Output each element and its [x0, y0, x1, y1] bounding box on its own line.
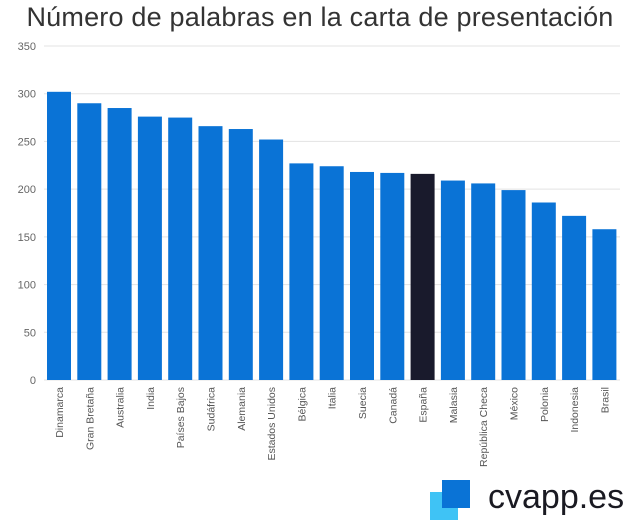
bar [592, 229, 617, 380]
bar [107, 108, 132, 381]
bar [168, 117, 193, 381]
x-tick-label: Dinamarca [54, 387, 66, 438]
bar [319, 166, 344, 380]
bar [228, 129, 253, 380]
x-tick-label: Brasil [599, 387, 611, 413]
x-tick-label: Indonesia [569, 387, 581, 433]
x-tick-label: Malasia [448, 387, 460, 423]
x-tick-label: España [418, 387, 430, 423]
x-tick-label: Países Bajos [175, 387, 187, 448]
x-tick-label: Bélgica [296, 387, 308, 422]
brand-name: cvapp.es [488, 478, 625, 516]
bar [471, 183, 496, 380]
chart-title: Número de palabras en la carta de presen… [26, 2, 614, 32]
y-tick-label: 200 [18, 184, 36, 196]
x-tick-label: India [145, 387, 157, 410]
x-tick-label: Suecia [357, 387, 369, 419]
bar [259, 139, 284, 380]
bar [501, 190, 526, 380]
bar [350, 171, 374, 380]
y-tick-label: 300 [18, 89, 36, 101]
bar [440, 180, 465, 380]
x-tick-label: México [509, 387, 521, 420]
x-tick-label: República Checa [478, 387, 490, 467]
y-tick-label: 150 [18, 232, 36, 244]
bar [47, 91, 71, 380]
y-tick-label: 250 [18, 136, 36, 148]
bar [410, 173, 435, 380]
y-tick-label: 350 [18, 41, 36, 53]
bar [77, 103, 102, 380]
bar [289, 163, 314, 380]
bar [198, 126, 223, 380]
x-tick-label: Gran Bretaña [84, 387, 96, 450]
x-tick-label: Estados Unidos [266, 387, 278, 461]
y-tick-label: 0 [30, 375, 36, 387]
bar [380, 172, 405, 380]
bar [562, 215, 587, 380]
bar [137, 116, 162, 381]
x-tick-label: Australia [115, 387, 127, 428]
bar [531, 202, 556, 380]
y-tick-label: 50 [24, 327, 36, 339]
x-tick-label: Italia [327, 387, 339, 409]
x-tick-label: Alemania [236, 387, 248, 431]
x-tick-label: Canadá [387, 387, 399, 424]
x-tick-label: Sudáfrica [206, 387, 218, 432]
y-tick-label: 100 [18, 280, 36, 292]
x-tick-label: Polonia [539, 387, 551, 422]
cvapp-logo-icon [430, 480, 470, 520]
